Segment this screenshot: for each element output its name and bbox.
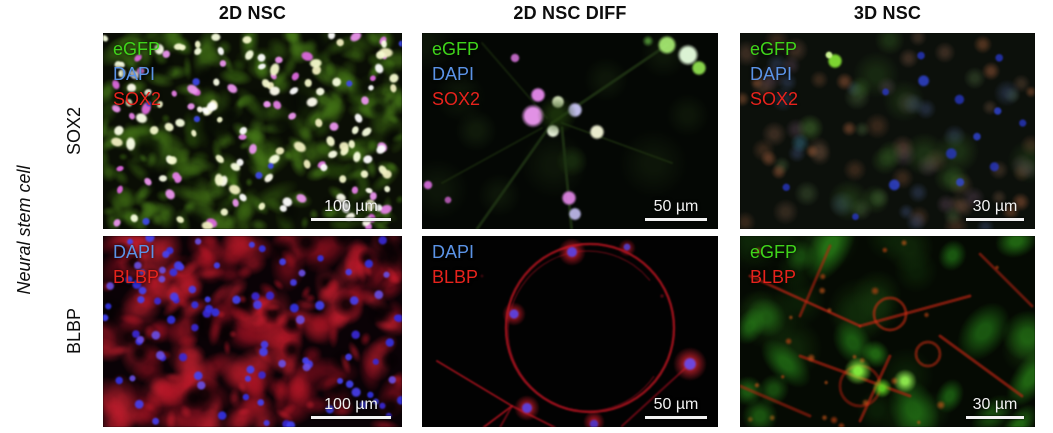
channel-label-dapi: DAPI: [113, 64, 156, 84]
channel-label-dapi: DAPI: [750, 64, 793, 84]
scale-bar-label: 50 µm: [653, 198, 699, 215]
scale-bar-line: [311, 218, 391, 221]
scale-bar-label: 30 µm: [972, 198, 1018, 215]
column-header-2d-nsc-diff: 2D NSC DIFF: [513, 3, 627, 23]
scale-bar: 30 µm: [966, 396, 1024, 419]
scale-bar-line: [645, 218, 707, 221]
channel-labels: eGFP DAPI SOX2: [750, 37, 798, 112]
channel-label-blbp: BLBP: [113, 267, 160, 287]
column-header-2d-nsc: 2D NSC: [218, 3, 287, 23]
scale-bar-label: 100 µm: [324, 396, 378, 413]
micrograph-blbp-3d-nsc: eGFP BLBP 30 µm: [740, 236, 1035, 427]
micrograph-sox2-2d-nsc: eGFP DAPI SOX2 100 µm: [103, 33, 402, 229]
channel-label-blbp: BLBP: [432, 267, 479, 287]
channel-label-dapi: DAPI: [432, 242, 475, 262]
channel-label-egfp: eGFP: [750, 242, 798, 262]
scale-bar-label: 50 µm: [653, 396, 699, 413]
scale-bar-line: [645, 416, 707, 419]
micrograph-canvas: [103, 236, 402, 427]
channel-label-blbp: BLBP: [750, 267, 797, 287]
scale-bar: 100 µm: [311, 396, 391, 419]
micrograph-canvas: [103, 33, 402, 229]
micrograph-sox2-3d-nsc: eGFP DAPI SOX2 30 µm: [740, 33, 1035, 229]
micrograph-canvas: [740, 33, 1035, 229]
channel-label-egfp: eGFP: [432, 39, 480, 59]
micrograph-blbp-2d-nsc: DAPI BLBP 100 µm: [103, 236, 402, 427]
channel-labels: DAPI BLBP: [432, 240, 478, 290]
micrograph-canvas: [422, 33, 718, 229]
row-label-blbp: BLBP: [64, 307, 84, 355]
row-label-sox2: SOX2: [64, 106, 84, 156]
scale-bar: 50 µm: [645, 396, 707, 419]
scale-bar-line: [966, 218, 1024, 221]
channel-label-sox2: SOX2: [432, 89, 481, 109]
scale-bar-label: 100 µm: [324, 198, 378, 215]
scale-bar: 50 µm: [645, 198, 707, 221]
micrograph-canvas: [422, 236, 718, 427]
column-header-3d-nsc: 3D NSC: [853, 3, 922, 23]
channel-labels: eGFP BLBP: [750, 240, 797, 290]
channel-label-egfp: eGFP: [113, 39, 161, 59]
channel-label-dapi: DAPI: [432, 64, 475, 84]
micrograph-blbp-2d-nsc-diff: DAPI BLBP 50 µm: [422, 236, 718, 427]
scale-bar: 30 µm: [966, 198, 1024, 221]
channel-label-sox2: SOX2: [750, 89, 799, 109]
micrograph-canvas: [740, 236, 1035, 427]
channel-labels: eGFP DAPI SOX2: [113, 37, 161, 112]
scale-bar-line: [311, 416, 391, 419]
micrograph-sox2-2d-nsc-diff: eGFP DAPI SOX2 50 µm: [422, 33, 718, 229]
channel-label-sox2: SOX2: [113, 89, 162, 109]
channel-labels: DAPI BLBP: [113, 240, 159, 290]
scale-bar: 100 µm: [311, 198, 391, 221]
scale-bar-label: 30 µm: [972, 396, 1018, 413]
scale-bar-line: [966, 416, 1024, 419]
channel-labels: eGFP DAPI SOX2: [432, 37, 480, 112]
side-label-neural-stem-cell: Neural stem cell: [14, 165, 34, 295]
channel-label-dapi: DAPI: [113, 242, 156, 262]
channel-label-egfp: eGFP: [750, 39, 798, 59]
